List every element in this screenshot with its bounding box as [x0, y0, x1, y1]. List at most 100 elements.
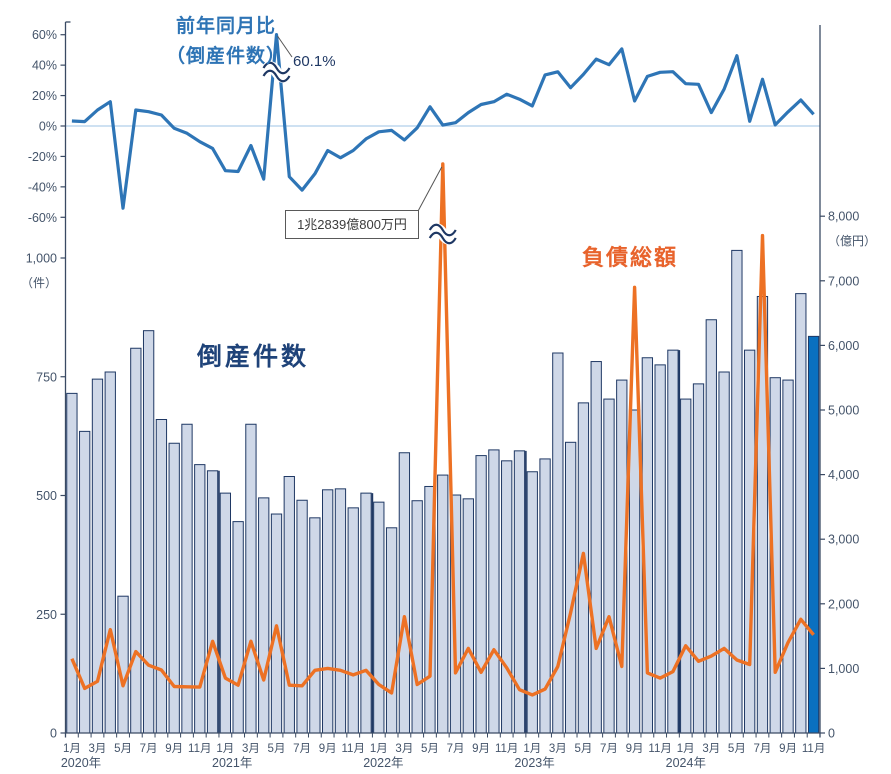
year-label: 2021年 — [212, 756, 252, 770]
axis-break-icon — [262, 69, 291, 83]
bar-highlight-latest — [807, 335, 820, 734]
month-tick-label: 7月 — [293, 743, 311, 755]
right-amount-tick-label: 8,000 — [828, 210, 859, 224]
bar — [206, 470, 219, 734]
right-amount-tick-label: 7,000 — [828, 274, 859, 288]
bar — [488, 449, 500, 734]
month-tick-label: 3月 — [702, 743, 720, 755]
month-tick-label: 1月 — [523, 743, 541, 755]
yoy-series-title: 前年同月比 （倒産件数） — [158, 12, 294, 72]
month-tick-label: 1月 — [216, 743, 234, 755]
month-tick-label: 9月 — [165, 743, 183, 755]
bar — [411, 500, 423, 734]
bar — [437, 474, 449, 734]
liabilities-line — [70, 162, 815, 697]
right-amount-unit-label: （億円） — [828, 234, 876, 248]
month-tick-label: 1月 — [677, 743, 695, 755]
bar — [501, 460, 513, 734]
bar — [475, 455, 487, 734]
axis-break-icon-mask — [258, 61, 295, 83]
month-tick-label: 3月 — [89, 743, 107, 755]
bar — [692, 383, 705, 734]
bar — [245, 423, 257, 734]
left-count-unit-label: （件） — [21, 276, 57, 290]
right-amount-tick-label: 0 — [828, 727, 835, 741]
month-tick-label: 9月 — [779, 743, 797, 755]
month-tick-label: 11月 — [495, 743, 518, 755]
bar — [718, 371, 730, 734]
bar — [155, 419, 168, 734]
yoy-line — [71, 32, 815, 210]
month-tick-label: 11月 — [648, 743, 671, 755]
right-amount-tick-label: 3,000 — [828, 533, 859, 547]
month-tick-label: 7月 — [600, 743, 618, 755]
bar — [168, 442, 180, 734]
yoy-peak-pointer-line — [277, 35, 293, 58]
right-amount-tick-label: 4,000 — [828, 468, 859, 482]
bar — [628, 409, 641, 734]
right-amount-tick-label: 2,000 — [828, 597, 859, 611]
left-percent-tick-label: 60% — [32, 28, 57, 42]
month-tick-label: 1月 — [63, 743, 81, 755]
year-label: 2024年 — [666, 756, 706, 770]
bar — [309, 517, 321, 734]
left-percent-tick-label: 0% — [39, 120, 57, 134]
month-tick-label: 3月 — [242, 743, 260, 755]
left-count-tick-label: 750 — [36, 370, 57, 384]
year-label: 2023年 — [514, 756, 554, 770]
left-count-tick-label: 0 — [50, 727, 57, 741]
month-tick-label: 9月 — [472, 743, 490, 755]
liability-peak-callout-box: 1兆2839億800万円 — [285, 210, 419, 239]
bar — [705, 319, 717, 734]
month-tick-label: 5月 — [114, 743, 132, 755]
bar — [142, 330, 155, 734]
bar — [667, 349, 679, 734]
right-amount-tick-label: 1,000 — [828, 662, 859, 676]
month-tick-label: 11月 — [342, 743, 365, 755]
bar — [603, 398, 615, 734]
bar — [398, 452, 411, 734]
axis-break-icon — [428, 231, 457, 245]
bar — [373, 501, 385, 734]
left-percent-tick-label: 40% — [32, 59, 57, 73]
left-percent-tick-label: -60% — [28, 211, 57, 225]
right-amount-tick-label: 5,000 — [828, 404, 859, 418]
month-tick-label: 11月 — [802, 743, 825, 755]
bar — [296, 499, 308, 734]
month-tick-label: 1月 — [370, 743, 388, 755]
axis-break-icon — [428, 223, 457, 237]
month-tick-label: 3月 — [395, 743, 413, 755]
bar — [66, 392, 78, 734]
right-amount-tick-label: 6,000 — [828, 339, 859, 353]
bar — [194, 464, 206, 734]
left-percent-tick-label: -40% — [28, 180, 57, 194]
bar — [462, 498, 474, 734]
month-tick-label: 7月 — [140, 743, 158, 755]
left-count-tick-label: 500 — [36, 489, 57, 503]
month-tick-label: 5月 — [421, 743, 439, 755]
bar — [322, 489, 334, 734]
bar — [795, 293, 807, 734]
yoy-peak-callout: 60.1% — [293, 53, 336, 70]
axis-break-icon — [262, 61, 291, 75]
liabilities-series-title: 負債総額 — [582, 245, 679, 270]
month-tick-label: 9月 — [626, 743, 644, 755]
bar — [130, 347, 142, 734]
month-tick-label: 5月 — [728, 743, 746, 755]
left-percent-tick-label: 20% — [32, 89, 57, 103]
left-count-tick-label: 1,000 — [26, 252, 57, 266]
bar — [258, 497, 270, 734]
liability-peak-pointer-line — [416, 166, 443, 214]
bar — [564, 441, 577, 734]
month-tick-label: 11月 — [188, 743, 211, 755]
bar — [782, 379, 794, 734]
month-tick-label: 7月 — [447, 743, 465, 755]
bar — [283, 476, 295, 734]
bar — [680, 398, 692, 734]
bar — [232, 521, 244, 734]
bar — [347, 507, 359, 734]
bar — [104, 371, 116, 734]
month-tick-label: 9月 — [319, 743, 337, 755]
